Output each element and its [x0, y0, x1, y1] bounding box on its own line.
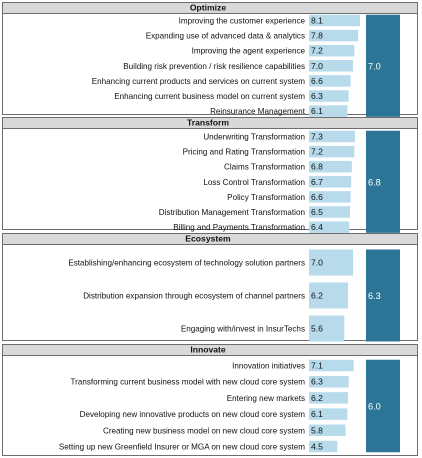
average-label-optimize: 7.0	[368, 61, 381, 71]
average-bar-innovate	[366, 359, 400, 453]
bar-innovate-1	[309, 359, 354, 372]
bar-optimize-6	[309, 90, 349, 102]
category-label-optimize-6: Enhancing current business model on curr…	[114, 92, 305, 101]
category-label-optimize-1: Improving the customer experience	[179, 17, 306, 26]
category-label-transform-7: Billing and Payments Transformation	[173, 223, 305, 232]
average-label-transform: 6.8	[368, 177, 381, 187]
section-frame-innovate	[2, 344, 418, 456]
value-label-innovate-1: 7.1	[311, 361, 323, 371]
category-label-optimize-2: Expanding use of advanced data & analyti…	[146, 32, 305, 41]
category-label-innovate-6: Setting up new Greenfield Insurer or MGA…	[59, 443, 305, 452]
value-label-ecosystem-3: 5.6	[311, 324, 323, 334]
value-label-transform-5: 6.6	[311, 192, 323, 202]
category-label-optimize-7: Reinsurance Management	[210, 107, 306, 116]
category-label-optimize-3: Improving the agent experience	[192, 47, 306, 56]
value-label-optimize-5: 6.6	[311, 76, 323, 86]
bar-transform-1	[309, 130, 355, 143]
category-label-transform-1: Underwriting Transformation	[203, 133, 305, 142]
bar-optimize-3	[309, 44, 355, 57]
value-label-innovate-3: 6.2	[311, 393, 323, 403]
section-header-band-ecosystem	[3, 234, 417, 244]
value-label-ecosystem-2: 6.2	[311, 291, 323, 301]
bar-transform-3	[309, 160, 352, 173]
category-label-optimize-5: Enhancing current products and services …	[92, 77, 305, 86]
category-label-transform-2: Pricing and Rating Transformation	[183, 148, 305, 157]
value-label-ecosystem-1: 7.0	[311, 258, 323, 268]
bar-ecosystem-1	[309, 249, 354, 276]
section-header-band-innovate	[3, 345, 417, 355]
value-label-optimize-1: 8.1	[311, 16, 323, 26]
bar-optimize-2	[309, 29, 359, 42]
bar-transform-5	[309, 191, 351, 203]
value-label-optimize-7: 6.1	[311, 106, 323, 116]
bar-transform-6	[309, 206, 350, 218]
bar-optimize-1	[309, 14, 361, 27]
section-header-band-optimize	[3, 3, 417, 13]
category-label-innovate-1: Innovation initiatives	[232, 362, 305, 371]
average-label-ecosystem: 6.3	[368, 291, 381, 301]
bar-ecosystem-3	[309, 315, 345, 342]
average-bar-optimize	[366, 14, 400, 117]
value-label-optimize-2: 7.8	[311, 31, 323, 41]
value-label-innovate-2: 6.3	[311, 377, 323, 387]
bar-optimize-7	[309, 105, 348, 117]
bar-innovate-2	[309, 375, 349, 388]
bar-transform-4	[309, 176, 352, 188]
value-label-transform-2: 7.2	[311, 147, 323, 157]
bar-transform-2	[309, 145, 355, 158]
category-label-optimize-4: Building risk prevention / risk resilien…	[123, 62, 305, 71]
bar-optimize-4	[309, 60, 354, 72]
category-label-transform-5: Policy Transformation	[227, 193, 305, 202]
bar-ecosystem-2	[309, 282, 349, 309]
bar-optimize-5	[309, 75, 351, 87]
bar-transform-7	[309, 221, 350, 233]
category-label-ecosystem-2: Distribution expansion through ecosystem…	[83, 292, 305, 301]
average-bar-transform	[366, 130, 400, 233]
category-label-transform-3: Claims Transformation	[224, 163, 305, 172]
bar-innovate-5	[309, 424, 346, 437]
value-label-optimize-4: 7.0	[311, 61, 323, 71]
average-label-innovate: 6.0	[368, 402, 381, 412]
value-label-optimize-3: 7.2	[311, 46, 323, 56]
section-header-band-transform	[3, 118, 417, 128]
bar-innovate-4	[309, 408, 348, 420]
average-bar-ecosystem	[366, 249, 400, 342]
section-header-innovate: Innovate	[190, 345, 226, 355]
section-header-optimize: Optimize	[190, 3, 227, 13]
value-label-innovate-6: 4.5	[311, 442, 323, 452]
value-label-transform-4: 6.7	[311, 177, 323, 187]
value-label-optimize-6: 6.3	[311, 91, 323, 101]
value-label-transform-7: 6.4	[311, 222, 323, 232]
value-label-transform-1: 7.3	[311, 132, 323, 142]
category-label-ecosystem-3: Engaging with/invest in InsurTechs	[181, 325, 305, 334]
value-label-transform-3: 6.8	[311, 162, 323, 172]
section-header-transform: Transform	[187, 118, 229, 128]
bar-innovate-3	[309, 392, 349, 404]
category-label-innovate-2: Transforming current business model with…	[70, 378, 305, 387]
bar-innovate-6	[309, 440, 338, 453]
category-label-transform-6: Distribution Management Transformation	[159, 208, 305, 217]
value-label-innovate-4: 6.1	[311, 409, 323, 419]
category-label-innovate-4: Developing new innovative products on ne…	[80, 410, 306, 419]
category-label-transform-4: Loss Control Transformation	[203, 178, 305, 187]
value-label-innovate-5: 5.8	[311, 425, 323, 435]
category-label-innovate-5: Creating new business model on new cloud…	[103, 426, 305, 435]
section-header-ecosystem: Ecosystem	[185, 234, 231, 244]
category-label-innovate-3: Entering new markets	[227, 394, 305, 403]
value-label-transform-6: 6.5	[311, 207, 323, 217]
category-label-ecosystem-1: Establishing/enhancing ecosystem of tech…	[68, 259, 305, 268]
